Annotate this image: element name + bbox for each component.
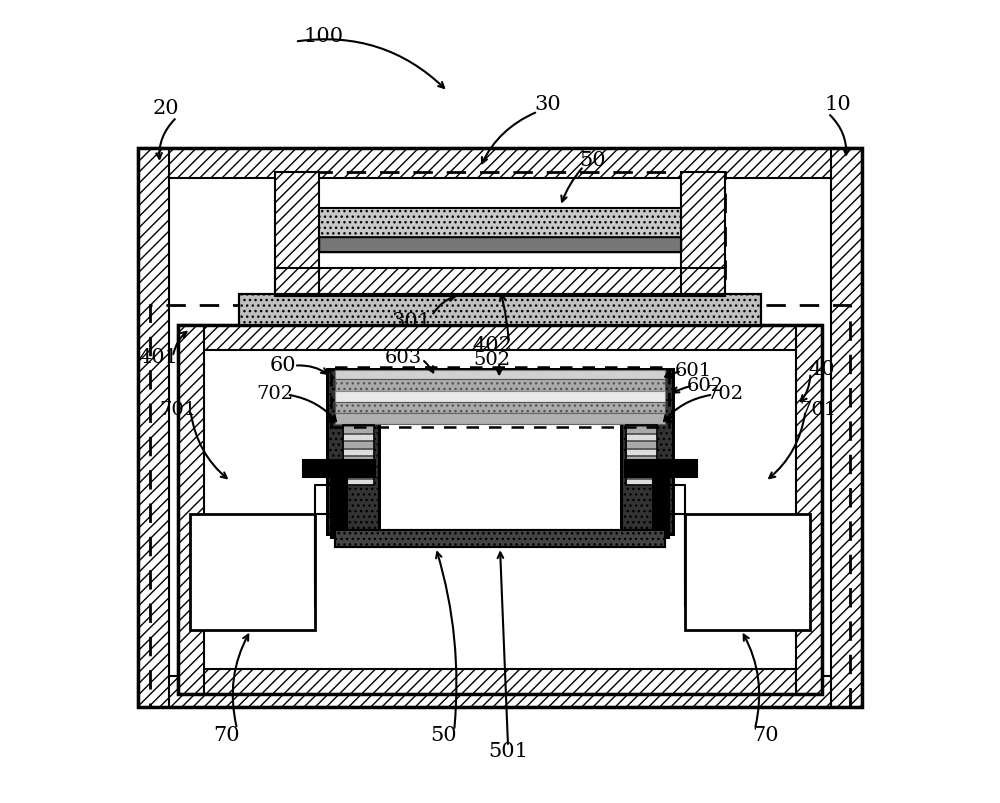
Text: 401: 401: [138, 348, 178, 367]
Text: 301: 301: [391, 312, 432, 331]
Bar: [343, 450, 374, 456]
Bar: [275, 173, 319, 297]
Bar: [831, 149, 862, 707]
Bar: [343, 426, 374, 433]
Bar: [275, 173, 725, 297]
Bar: [327, 369, 673, 422]
Bar: [331, 368, 669, 427]
Text: 702: 702: [707, 385, 744, 402]
Bar: [796, 325, 822, 695]
Bar: [685, 514, 810, 630]
Text: 701: 701: [799, 401, 836, 418]
Text: 70: 70: [752, 725, 779, 744]
Text: 100: 100: [303, 26, 343, 46]
Text: 30: 30: [535, 95, 562, 114]
Bar: [319, 238, 681, 253]
Bar: [343, 464, 374, 471]
Bar: [327, 369, 673, 422]
Bar: [150, 305, 850, 707]
Text: 402: 402: [472, 336, 512, 355]
Bar: [681, 173, 725, 297]
Bar: [625, 460, 697, 478]
Text: 50: 50: [430, 725, 457, 744]
Bar: [239, 295, 761, 325]
Bar: [239, 295, 761, 325]
Bar: [626, 450, 657, 456]
Bar: [335, 391, 665, 402]
Bar: [275, 173, 319, 297]
Bar: [626, 426, 657, 433]
Bar: [626, 442, 657, 448]
Bar: [335, 402, 665, 414]
Bar: [319, 209, 681, 238]
Text: 701: 701: [160, 401, 197, 418]
Bar: [343, 472, 374, 479]
Bar: [331, 476, 347, 538]
Bar: [343, 442, 374, 448]
Bar: [138, 149, 862, 179]
Text: 50: 50: [579, 151, 606, 170]
Bar: [275, 269, 725, 297]
Bar: [335, 370, 665, 380]
Bar: [178, 325, 822, 695]
Bar: [303, 460, 375, 478]
Bar: [327, 418, 379, 534]
Text: 603: 603: [385, 349, 422, 366]
Bar: [335, 414, 665, 425]
Bar: [178, 669, 822, 695]
Text: 40: 40: [808, 360, 835, 379]
Bar: [138, 149, 169, 707]
Text: 10: 10: [824, 95, 851, 114]
Bar: [138, 149, 862, 707]
Text: 20: 20: [153, 99, 180, 118]
Bar: [343, 426, 374, 486]
Bar: [178, 325, 204, 695]
Bar: [319, 209, 681, 253]
Bar: [335, 380, 665, 391]
Bar: [335, 530, 665, 548]
Bar: [335, 530, 665, 548]
Bar: [327, 418, 379, 534]
Bar: [681, 173, 725, 297]
Bar: [626, 457, 657, 463]
Bar: [626, 426, 657, 486]
Bar: [178, 325, 822, 351]
Bar: [343, 434, 374, 441]
Bar: [343, 479, 374, 486]
Text: 502: 502: [473, 351, 511, 369]
Text: 602: 602: [686, 377, 724, 394]
Text: 70: 70: [213, 725, 240, 744]
Bar: [626, 464, 657, 471]
Bar: [190, 514, 315, 630]
Bar: [138, 676, 862, 707]
Bar: [626, 434, 657, 441]
Text: 501: 501: [488, 741, 528, 760]
Bar: [275, 269, 725, 297]
Bar: [621, 418, 673, 534]
Text: 702: 702: [256, 385, 293, 402]
Bar: [621, 418, 673, 534]
Text: 60: 60: [270, 356, 296, 375]
Bar: [653, 476, 669, 538]
Text: 601: 601: [674, 362, 712, 380]
Bar: [626, 479, 657, 486]
Bar: [626, 472, 657, 479]
Bar: [343, 457, 374, 463]
